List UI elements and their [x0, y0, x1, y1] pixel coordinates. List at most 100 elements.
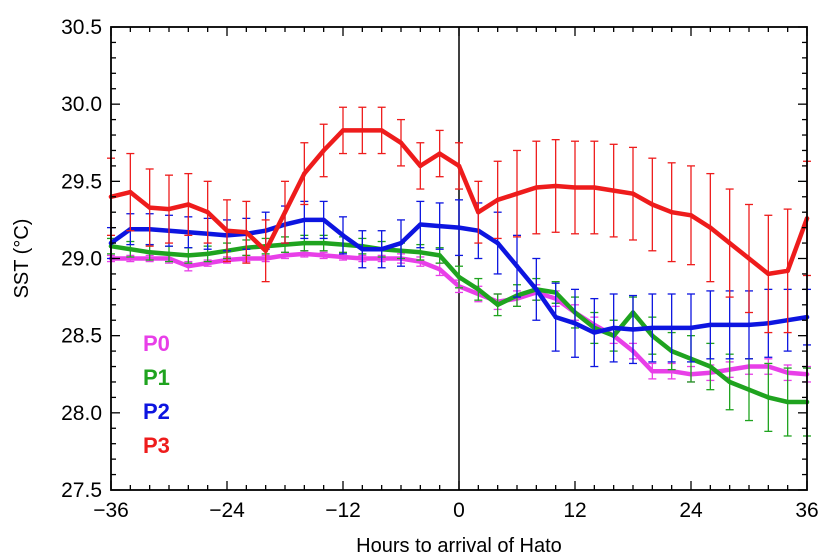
data-point-p3: [205, 210, 210, 215]
data-point-p0: [302, 251, 307, 257]
data-point-p1: [785, 399, 790, 405]
y-tick-label: 30.5: [61, 16, 102, 39]
data-point-p3: [263, 248, 268, 253]
data-point-p3: [514, 191, 520, 196]
data-point-p2: [669, 325, 674, 331]
series-p3: [107, 106, 811, 334]
data-point-p0: [186, 264, 191, 269]
data-point-p3: [592, 185, 597, 190]
data-point-p2: [746, 322, 752, 328]
x-tick-label: −24: [209, 499, 245, 522]
x-axis-title: Hours to arrival of Hato: [356, 535, 562, 557]
data-point-p1: [766, 395, 771, 400]
data-point-p2: [495, 240, 500, 246]
data-point-p1: [437, 253, 442, 258]
y-tick-label: 28.5: [61, 325, 102, 348]
axes-layer: −36 −24 −12 0 12 24 36 27.5 28.0 28.5 29.0 29.5 30.0…: [61, 16, 819, 522]
data-point-p3: [708, 225, 713, 230]
data-point-p1: [456, 274, 462, 280]
data-point-p0: [321, 253, 326, 258]
plot-area: [111, 27, 807, 490]
data-point-p3: [437, 151, 442, 156]
x-tick-label: 0: [453, 499, 465, 522]
data-point-p3: [321, 148, 326, 153]
data-point-p3: [476, 210, 481, 215]
data-point-p0: [282, 253, 288, 258]
data-point-p2: [553, 314, 558, 320]
data-point-p2: [708, 322, 713, 328]
data-point-p1: [321, 240, 326, 246]
y-tick-label: 27.5: [61, 479, 102, 502]
y-axis-title: SST (°C): [11, 219, 33, 299]
data-point-p2: [611, 325, 616, 331]
x-tick-label: 24: [679, 499, 703, 522]
data-point-p3: [340, 128, 346, 133]
data-point-p3: [746, 256, 752, 261]
data-point-p2: [379, 247, 384, 252]
data-point-p1: [418, 250, 423, 255]
data-point-p2: [437, 223, 442, 229]
data-point-p3: [572, 185, 578, 190]
data-point-p3: [128, 189, 133, 195]
data-point-p3: [766, 271, 771, 277]
data-point-p3: [398, 140, 404, 145]
data-point-p3: [553, 183, 558, 189]
data-point-p3: [688, 213, 694, 218]
data-point-p1: [495, 302, 500, 307]
data-point-p3: [650, 202, 655, 207]
data-point-p3: [244, 230, 249, 235]
data-point-p1: [727, 379, 732, 385]
legend-entry-p0: P0: [143, 331, 170, 356]
data-point-p3: [418, 163, 423, 169]
data-point-p0: [650, 368, 655, 374]
data-point-p3: [669, 210, 674, 215]
data-point-p2: [572, 321, 578, 326]
data-point-p3: [456, 163, 462, 169]
x-tick-label: −12: [325, 499, 361, 522]
x-tick-label: 12: [563, 499, 586, 522]
data-point-p2: [456, 225, 462, 230]
data-point-p1: [746, 387, 752, 392]
data-point-p3: [534, 185, 539, 190]
y-tick-label: 29.0: [61, 248, 102, 271]
data-point-p3: [282, 210, 288, 215]
data-point-p2: [630, 327, 636, 332]
data-point-p2: [302, 217, 307, 223]
data-point-p3: [186, 202, 191, 207]
legend-entry-p1: P1: [143, 365, 170, 390]
data-point-p3: [379, 128, 384, 133]
data-point-p2: [592, 330, 597, 335]
data-point-p0: [340, 254, 346, 260]
legend-entry-p3: P3: [143, 433, 170, 458]
data-point-p2: [418, 222, 423, 227]
data-point-p3: [360, 128, 365, 133]
data-point-p2: [340, 233, 346, 238]
data-point-p3: [147, 205, 152, 210]
data-point-p3: [495, 197, 500, 203]
data-point-p2: [360, 247, 365, 252]
data-point-p3: [611, 188, 616, 193]
legend-entry-p2: P2: [143, 399, 170, 424]
data-point-p3: [166, 206, 172, 212]
y-tick-label: 30.0: [61, 93, 102, 116]
data-point-p1: [186, 253, 191, 258]
data-point-p3: [727, 240, 732, 246]
data-point-p3: [224, 228, 230, 233]
legend: P0 P1 P2 P3: [143, 331, 170, 458]
data-point-p2: [514, 264, 520, 269]
data-point-p1: [166, 251, 172, 257]
x-tick-label: −36: [93, 499, 129, 522]
data-point-p0: [437, 267, 442, 272]
y-tick-label: 28.0: [61, 402, 102, 425]
data-point-p2: [398, 240, 404, 246]
data-point-p1: [302, 240, 307, 246]
data-point-p2: [727, 322, 732, 328]
data-point-p2: [534, 287, 539, 292]
data-point-p3: [630, 191, 636, 196]
data-point-p1: [128, 247, 133, 252]
x-tick-label: 36: [795, 499, 818, 522]
data-point-p2: [688, 325, 694, 331]
data-point-p1: [476, 287, 481, 292]
data-point-p1: [205, 251, 210, 257]
data-point-p3: [785, 268, 790, 274]
